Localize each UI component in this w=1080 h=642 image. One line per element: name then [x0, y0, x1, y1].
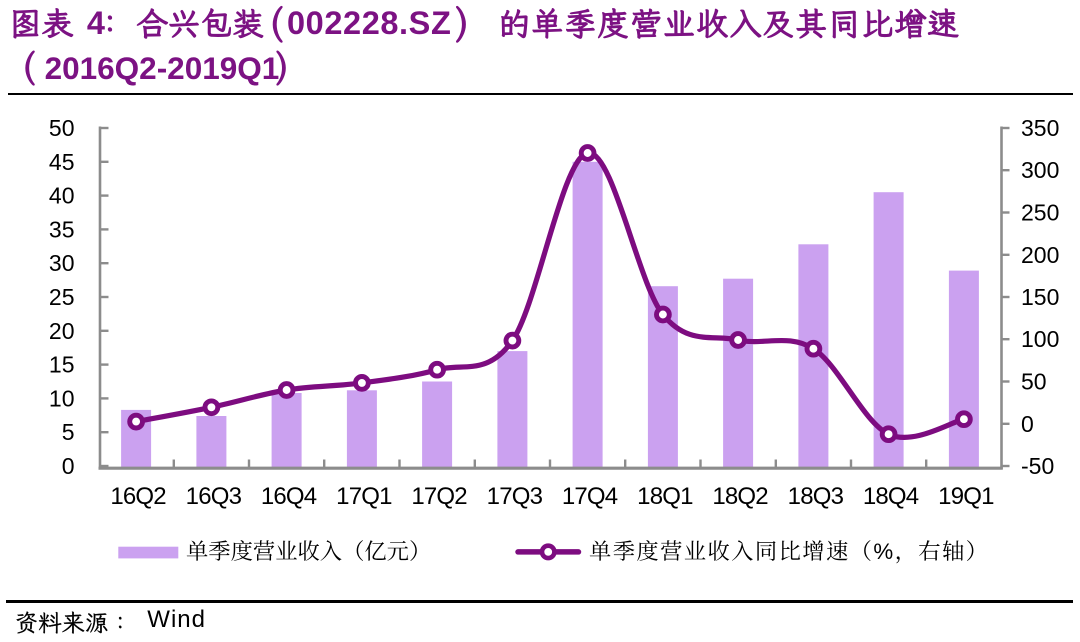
svg-text:17Q2: 17Q2 — [411, 483, 467, 510]
svg-text:50: 50 — [49, 115, 75, 141]
svg-text:10: 10 — [49, 385, 75, 411]
svg-text:17Q4: 17Q4 — [562, 483, 618, 510]
svg-text:0: 0 — [1021, 411, 1034, 437]
svg-text:35: 35 — [49, 216, 75, 242]
svg-text:350: 350 — [1021, 115, 1059, 141]
svg-text:100: 100 — [1021, 326, 1059, 352]
svg-text:19Q1: 19Q1 — [938, 483, 994, 510]
svg-text:20: 20 — [49, 318, 75, 344]
svg-text:200: 200 — [1021, 242, 1059, 268]
svg-text:45: 45 — [49, 149, 75, 175]
svg-text:-50: -50 — [1021, 453, 1054, 479]
svg-text:300: 300 — [1021, 157, 1059, 183]
svg-text:30: 30 — [49, 250, 75, 276]
svg-text:40: 40 — [49, 183, 75, 209]
svg-text:16Q2: 16Q2 — [110, 483, 166, 510]
svg-text:15: 15 — [49, 352, 75, 378]
svg-text:0: 0 — [62, 453, 75, 479]
svg-text:17Q3: 17Q3 — [487, 483, 543, 510]
svg-text:150: 150 — [1021, 284, 1059, 310]
svg-text:16Q4: 16Q4 — [261, 483, 317, 510]
svg-text:18Q1: 18Q1 — [637, 483, 693, 510]
svg-text:250: 250 — [1021, 200, 1059, 226]
svg-text:18Q4: 18Q4 — [863, 483, 919, 510]
svg-text:50: 50 — [1021, 369, 1047, 395]
svg-text:18Q3: 18Q3 — [788, 483, 844, 510]
svg-text:25: 25 — [49, 284, 75, 310]
svg-text:5: 5 — [62, 419, 75, 445]
svg-text:17Q1: 17Q1 — [336, 483, 392, 510]
svg-text:18Q2: 18Q2 — [712, 483, 768, 510]
svg-text:16Q3: 16Q3 — [186, 483, 242, 510]
